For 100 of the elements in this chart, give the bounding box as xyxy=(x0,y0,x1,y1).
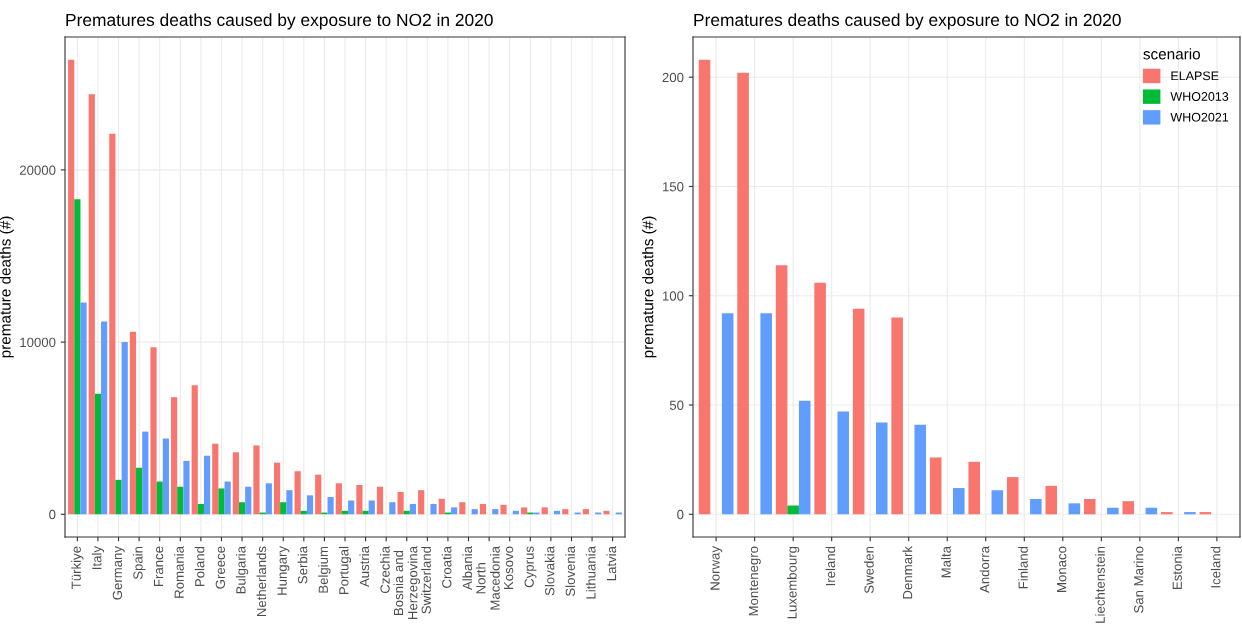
x-tick-label: Iceland xyxy=(1210,546,1221,588)
x-tick-label: Albania xyxy=(462,546,473,591)
bar xyxy=(94,393,102,515)
bar xyxy=(991,490,1004,515)
x-tick-label: Spain xyxy=(132,546,146,580)
bar xyxy=(177,486,184,515)
bar xyxy=(721,313,734,515)
x-tick-label: Italy xyxy=(91,546,105,570)
bar xyxy=(891,317,903,515)
bar xyxy=(315,474,322,515)
x-tick-label: Denmark xyxy=(902,546,913,599)
bar xyxy=(162,438,169,515)
bar xyxy=(775,265,788,515)
y-tick-label: 100 xyxy=(662,291,684,301)
x-tick-label: Malta xyxy=(941,546,951,578)
x-tick-label: Romania xyxy=(174,546,184,598)
bar xyxy=(335,483,342,515)
bar xyxy=(1107,507,1119,515)
legend-title: scenario xyxy=(1143,48,1200,60)
x-tick-label: Bulgaria xyxy=(235,546,249,594)
x-tick-label: Netherlands xyxy=(256,546,267,617)
y-tick-label: 0 xyxy=(49,509,56,520)
bar xyxy=(109,133,116,515)
x-tick-label: Türkiye xyxy=(71,546,84,589)
y-tick-label: 20000 xyxy=(19,165,56,175)
bar xyxy=(1184,512,1196,515)
bar xyxy=(150,347,157,515)
bar xyxy=(953,488,965,515)
y-axis-title: premature deaths (#) xyxy=(0,216,14,358)
x-tick-label: San Marino xyxy=(1133,546,1144,613)
bar xyxy=(875,422,888,515)
bar xyxy=(212,443,219,515)
bar xyxy=(238,502,246,515)
x-tick-label: Kosovo xyxy=(504,546,514,589)
bar xyxy=(968,461,980,515)
bar xyxy=(852,308,865,515)
bar xyxy=(409,503,417,515)
legend-label: ELAPSE xyxy=(1171,71,1219,81)
bar xyxy=(1068,503,1081,515)
x-tick-label: Hungary xyxy=(277,546,290,595)
y-tick-label: 0 xyxy=(677,509,684,520)
x-tick-label: Latvia xyxy=(606,546,617,581)
bar xyxy=(142,431,149,515)
x-tick-label: Sweden xyxy=(864,546,874,594)
bar xyxy=(136,467,143,515)
bar xyxy=(376,486,384,515)
legend-label: WHO2021 xyxy=(1170,112,1229,122)
bar xyxy=(500,504,507,515)
bar xyxy=(115,479,122,515)
bar xyxy=(294,471,301,515)
bar xyxy=(203,455,211,515)
x-tick-label: Andorra xyxy=(979,546,990,593)
bar xyxy=(224,481,231,515)
x-tick-label: North Macedonia xyxy=(475,546,500,610)
x-tick-label: Cyprus xyxy=(524,546,537,588)
bar xyxy=(327,497,334,515)
legend-label: WHO2013 xyxy=(1170,92,1229,101)
x-tick-label: Serbia xyxy=(297,546,308,584)
x-tick-label: Montenegro xyxy=(748,546,761,616)
bar xyxy=(156,481,163,515)
x-tick-label: Greece xyxy=(215,546,226,589)
bar xyxy=(218,488,225,515)
y-tick-label: 50 xyxy=(669,400,684,410)
y-tick-label: 10000 xyxy=(20,337,56,348)
x-tick-label: France xyxy=(154,546,164,587)
chart-title: Prematures deaths caused by exposure to NO2 in 2020 xyxy=(66,13,493,30)
bar xyxy=(760,313,772,515)
bar xyxy=(479,503,487,515)
bar xyxy=(197,503,204,515)
x-tick-label: Lithuania xyxy=(585,546,596,599)
bar xyxy=(171,397,178,515)
y-axis-title: premature deaths (#) xyxy=(642,216,657,358)
x-tick-label: Portugal xyxy=(338,546,352,595)
bar xyxy=(397,491,404,515)
bar xyxy=(245,486,252,515)
bar xyxy=(183,460,190,515)
bar xyxy=(459,502,466,515)
bar xyxy=(814,282,826,515)
bar xyxy=(798,400,811,515)
bar xyxy=(286,490,293,515)
bar xyxy=(1083,498,1096,515)
bar xyxy=(418,490,425,515)
bar xyxy=(80,302,87,515)
x-tick-label: Poland xyxy=(194,546,205,587)
bar xyxy=(451,507,458,515)
bar xyxy=(541,507,548,515)
bar xyxy=(1030,498,1042,515)
bar xyxy=(101,321,108,515)
x-tick-label: Switzerland xyxy=(421,546,431,614)
bar xyxy=(1045,485,1058,515)
bar xyxy=(368,500,375,515)
bar xyxy=(265,483,272,515)
bar xyxy=(348,500,355,515)
bar xyxy=(837,411,850,515)
x-tick-label: Norway xyxy=(710,546,723,590)
y-tick-label: 150 xyxy=(662,182,684,192)
bar xyxy=(88,94,95,515)
y-tick-label: 200 xyxy=(662,72,684,83)
x-tick-label: Monaco xyxy=(1057,546,1067,592)
bar xyxy=(121,342,128,515)
